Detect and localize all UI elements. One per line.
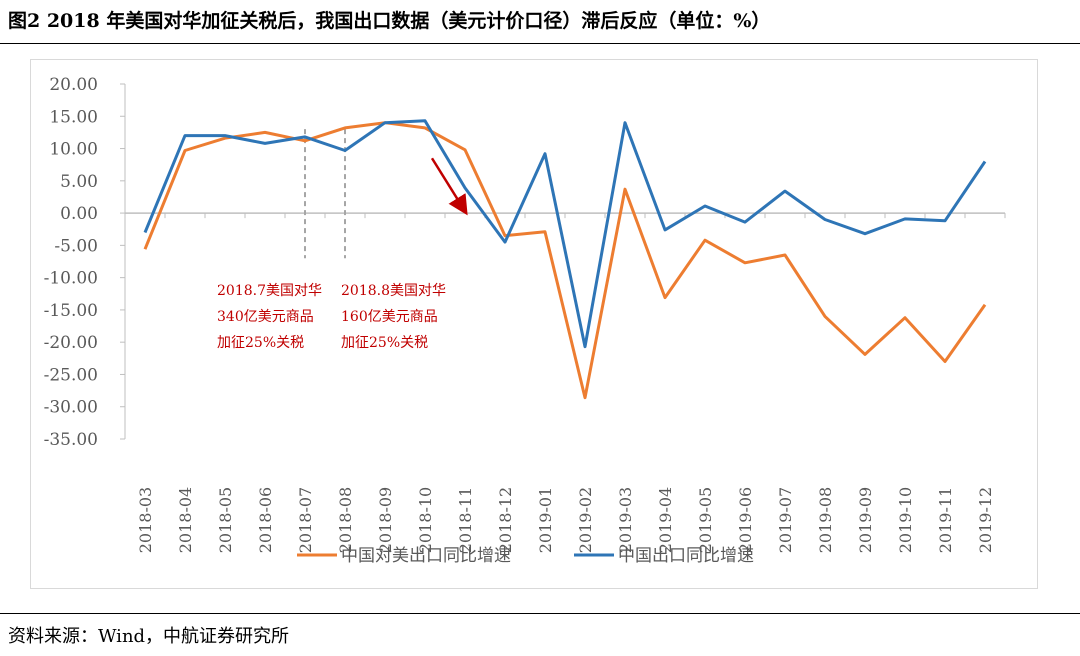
x-tick-label: 2019-04 — [656, 487, 675, 553]
y-tick-label: -15.00 — [44, 301, 98, 321]
x-tick-label: 2018-06 — [256, 487, 275, 553]
x-tick-label: 2018-10 — [416, 487, 435, 553]
x-tick-label: 2019-01 — [536, 487, 555, 553]
annotation-text: 加征25%关税 — [341, 335, 428, 351]
y-tick-label: 20.00 — [49, 75, 98, 95]
x-tick-label: 2019-05 — [696, 487, 715, 553]
x-tick-label: 2018-12 — [496, 487, 515, 553]
plot-frame — [30, 59, 1038, 589]
y-tick-label: 15.00 — [49, 107, 98, 127]
source-note: 资料来源：Wind，中航证券研究所 — [8, 626, 290, 647]
annotation-text: 160亿美元商品 — [341, 309, 438, 325]
top-rule — [0, 43, 1080, 44]
y-tick-label: -10.00 — [44, 269, 98, 289]
red-arrow — [430, 157, 468, 216]
y-tick-label: -5.00 — [54, 236, 98, 256]
y-tick-label: -25.00 — [44, 365, 98, 385]
figure-title: 图2 2018 年美国对华加征关税后，我国出口数据（美元计价口径）滞后反应（单位… — [8, 10, 771, 32]
y-tick-label: -35.00 — [44, 430, 98, 450]
x-tick-label: 2019-06 — [736, 487, 755, 553]
x-tick-label: 2018-03 — [136, 487, 155, 553]
x-tick-label: 2019-11 — [936, 487, 955, 553]
annotation-text: 340亿美元商品 — [217, 309, 314, 325]
x-tick-label: 2019-12 — [976, 487, 995, 553]
legend-label: 中国对美出口同比增速 — [341, 546, 511, 566]
annotation-text: 加征25%关税 — [217, 335, 304, 351]
x-tick-label: 2019-10 — [896, 487, 915, 553]
series-line — [143, 121, 987, 400]
series-line — [143, 119, 987, 349]
y-tick-label: -20.00 — [44, 333, 98, 353]
annotation-text: 2018.7美国对华 — [217, 283, 322, 299]
y-tick-label: 0.00 — [60, 204, 98, 224]
x-tick-label: 2018-11 — [456, 487, 475, 553]
y-tick-label: 10.00 — [49, 140, 98, 160]
x-tick-label: 2019-07 — [776, 487, 795, 553]
x-tick-label: 2019-02 — [576, 487, 595, 553]
x-tick-label: 2018-09 — [376, 487, 395, 553]
y-tick-label: 5.00 — [60, 172, 98, 192]
x-tick-label: 2018-05 — [216, 487, 235, 553]
x-tick-label: 2018-08 — [336, 487, 355, 553]
x-tick-label: 2018-04 — [176, 487, 195, 553]
x-tick-label: 2019-03 — [616, 487, 635, 553]
y-tick-label: -30.00 — [44, 398, 98, 418]
x-tick-label: 2019-08 — [816, 487, 835, 553]
x-tick-label: 2019-09 — [856, 487, 875, 553]
legend-label: 中国出口同比增速 — [618, 546, 754, 566]
annotation-text: 2018.8美国对华 — [341, 283, 446, 299]
bottom-rule — [0, 613, 1080, 614]
x-tick-label: 2018-07 — [296, 487, 315, 553]
